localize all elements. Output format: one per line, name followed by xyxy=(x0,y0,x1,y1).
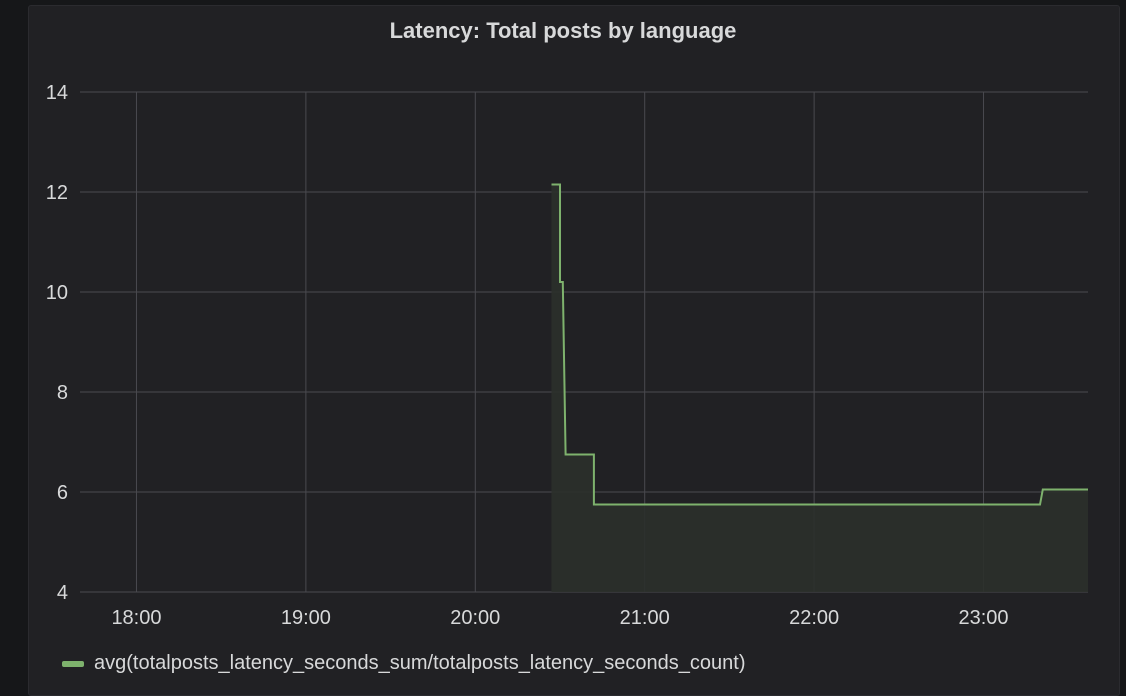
x-tick-label: 23:00 xyxy=(958,607,1008,629)
series-area xyxy=(551,184,1088,592)
y-tick-label: 8 xyxy=(57,382,68,404)
legend-swatch xyxy=(62,660,84,667)
y-tick-label: 6 xyxy=(57,482,68,504)
y-tick-label: 14 xyxy=(46,82,68,104)
x-tick-label: 21:00 xyxy=(620,607,670,629)
series-lines[interactable] xyxy=(551,183,1089,506)
x-tick-label: 22:00 xyxy=(789,607,839,629)
legend[interactable]: avg(totalposts_latency_seconds_sum/total… xyxy=(62,652,746,675)
y-axis-ticks: 4 6 8 10 12 14 xyxy=(46,82,68,604)
y-tick-label: 4 xyxy=(57,582,68,604)
y-tick-label: 10 xyxy=(46,282,68,304)
series-line[interactable] xyxy=(551,183,1089,506)
grid xyxy=(80,91,1088,593)
x-axis-ticks: 18:00 19:00 20:00 21:00 22:00 23:00 xyxy=(111,607,1008,629)
series-fill xyxy=(551,184,1088,592)
x-tick-label: 20:00 xyxy=(450,607,500,629)
panel-title[interactable]: Latency: Total posts by language xyxy=(389,18,737,43)
y-tick-label: 12 xyxy=(46,182,68,204)
x-tick-label: 19:00 xyxy=(281,607,331,629)
legend-label[interactable]: avg(totalposts_latency_seconds_sum/total… xyxy=(94,652,746,674)
x-tick-label: 18:00 xyxy=(111,607,161,629)
